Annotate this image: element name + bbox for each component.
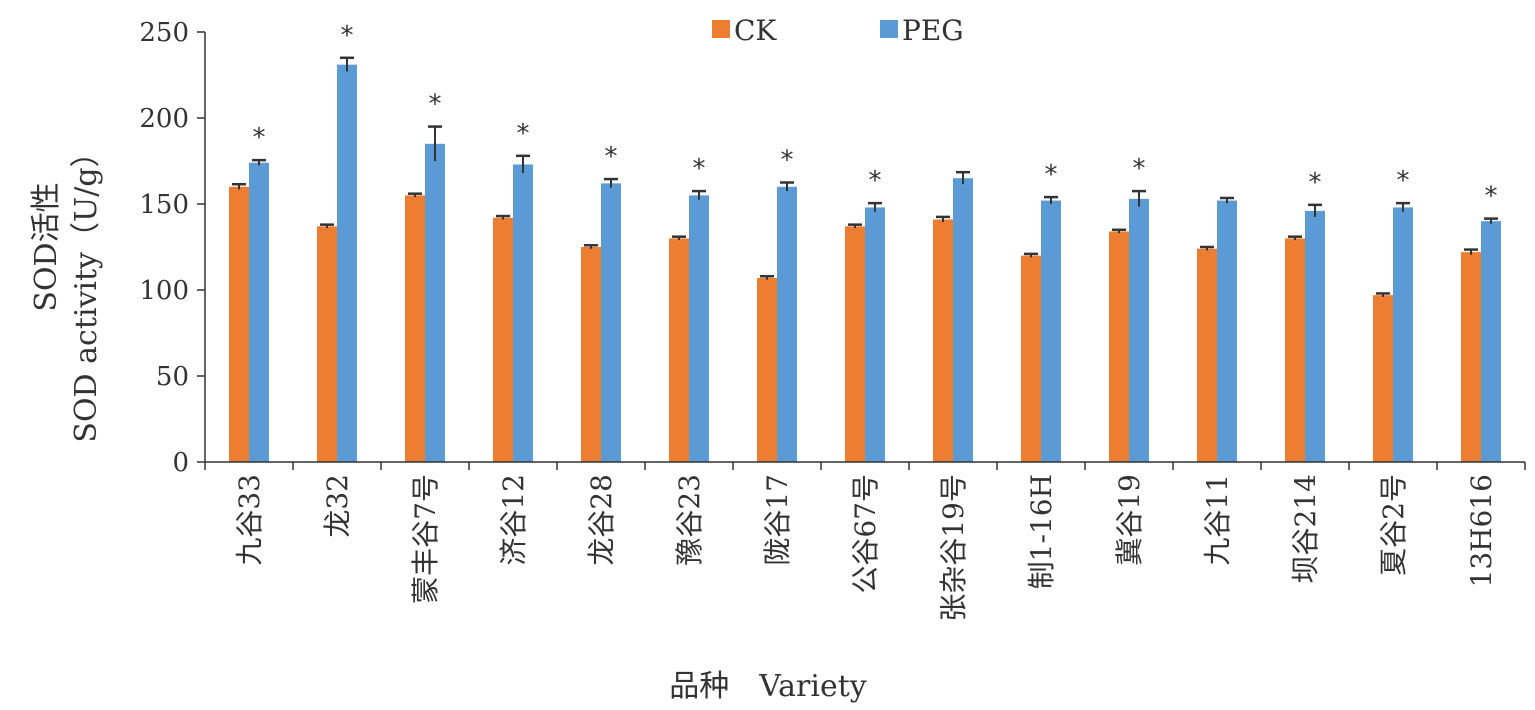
- y-axis: 0 50 100 150 200 250: [139, 18, 206, 478]
- bar-peg-9: [1041, 200, 1061, 462]
- x-category-label-14: 13H616: [1465, 474, 1498, 588]
- bar-ck-10: [1109, 231, 1129, 462]
- significance-mark-7: *: [869, 166, 882, 196]
- legend-label-ck: CK: [734, 14, 777, 47]
- x-axis: 九谷33 龙32 蒙丰谷7号 济谷12 龙谷28 豫谷23 陇谷17 公谷67号 张杂谷19号 制…: [204, 461, 1526, 622]
- significance-mark-9: *: [1045, 160, 1058, 190]
- significance-mark-4: *: [605, 142, 618, 172]
- x-category-label-13: 夏谷2号: [1377, 474, 1410, 576]
- significance-mark-13: *: [1397, 166, 1410, 196]
- significance-mark-5: *: [693, 154, 706, 184]
- bar-peg-2: [425, 143, 445, 463]
- significance-mark-0: *: [253, 123, 266, 153]
- x-axis-title: 品种 Variety: [669, 669, 867, 704]
- bar-ck-3: [493, 217, 513, 462]
- bar-peg-13: [1393, 207, 1413, 462]
- y-tick-label-5: 250: [139, 18, 189, 48]
- bar-ck-11: [1197, 248, 1217, 462]
- legend: CK PEG: [712, 14, 964, 47]
- y-tick-label-1: 50: [156, 362, 189, 392]
- bar-peg-3: [513, 164, 533, 462]
- x-category-label-9: 制1-16H: [1025, 474, 1058, 589]
- y-tick-label-3: 150: [139, 190, 189, 220]
- x-category-label-2: 蒙丰谷7号: [409, 474, 442, 604]
- legend-swatch-peg: [880, 20, 898, 38]
- significance-mark-group: * * * * * * * * * * * * *: [253, 21, 1498, 212]
- y-tick-label-4: 200: [139, 104, 189, 134]
- bar-ck-8: [933, 219, 953, 462]
- significance-mark-2: *: [429, 90, 442, 120]
- bar-ck-5: [669, 238, 689, 462]
- x-category-label-10: 冀谷19: [1113, 474, 1146, 566]
- bar-peg-6: [777, 186, 797, 463]
- x-category-label-7: 公谷67号: [849, 474, 882, 594]
- significance-mark-14: *: [1485, 182, 1498, 212]
- x-category-label-12: 坝谷214: [1289, 474, 1322, 583]
- x-category-label-8: 张杂谷19号: [937, 474, 970, 622]
- significance-mark-10: *: [1133, 154, 1146, 184]
- bar-ck-12: [1285, 238, 1305, 462]
- bar-peg-0: [249, 162, 269, 462]
- bar-ck-13: [1373, 295, 1393, 462]
- bar-ck-14: [1461, 252, 1481, 462]
- error-bar-group: [232, 56, 1498, 297]
- bar-ck-1: [317, 226, 337, 462]
- x-category-label-1: 龙32: [321, 474, 354, 538]
- x-category-label-3: 济谷12: [497, 474, 530, 566]
- bar-peg-7: [865, 207, 885, 462]
- y-tick-label-2: 100: [139, 276, 189, 306]
- significance-mark-3: *: [517, 119, 530, 149]
- legend-swatch-ck: [712, 20, 730, 38]
- bar-peg-4: [601, 183, 621, 463]
- legend-label-peg: PEG: [902, 14, 964, 47]
- bar-peg-1: [337, 64, 357, 463]
- y-axis-title-en: SOD activity（U/g）: [69, 137, 104, 442]
- bar-ck-4: [581, 247, 601, 462]
- significance-mark-1: *: [341, 21, 354, 51]
- bar-ck-2: [405, 195, 425, 462]
- y-axis-title-cn: SOD活性: [29, 182, 64, 311]
- x-category-label-5: 豫谷23: [673, 474, 706, 566]
- bar-peg-11: [1217, 200, 1237, 462]
- x-category-label-11: 九谷11: [1201, 474, 1234, 566]
- bar-ck-0: [229, 186, 249, 463]
- bar-ck-9: [1021, 255, 1041, 462]
- bar-peg-8: [953, 178, 973, 462]
- x-category-label-6: 陇谷17: [761, 474, 794, 566]
- bar-peg-5: [689, 195, 709, 462]
- significance-mark-12: *: [1309, 168, 1322, 198]
- bar-ck-6: [757, 277, 777, 462]
- bar-group: [229, 64, 1501, 463]
- bar-peg-14: [1481, 221, 1501, 462]
- bar-ck-7: [845, 226, 865, 462]
- bar-peg-10: [1129, 198, 1149, 462]
- axis-titles: SOD活性 SOD activity（U/g） 品种 Variety: [29, 137, 867, 704]
- x-category-label-4: 龙谷28: [585, 474, 618, 566]
- bar-peg-12: [1305, 210, 1325, 462]
- significance-mark-6: *: [781, 146, 794, 176]
- y-tick-label-0: 0: [172, 448, 189, 478]
- x-category-label-0: 九谷33: [233, 474, 266, 566]
